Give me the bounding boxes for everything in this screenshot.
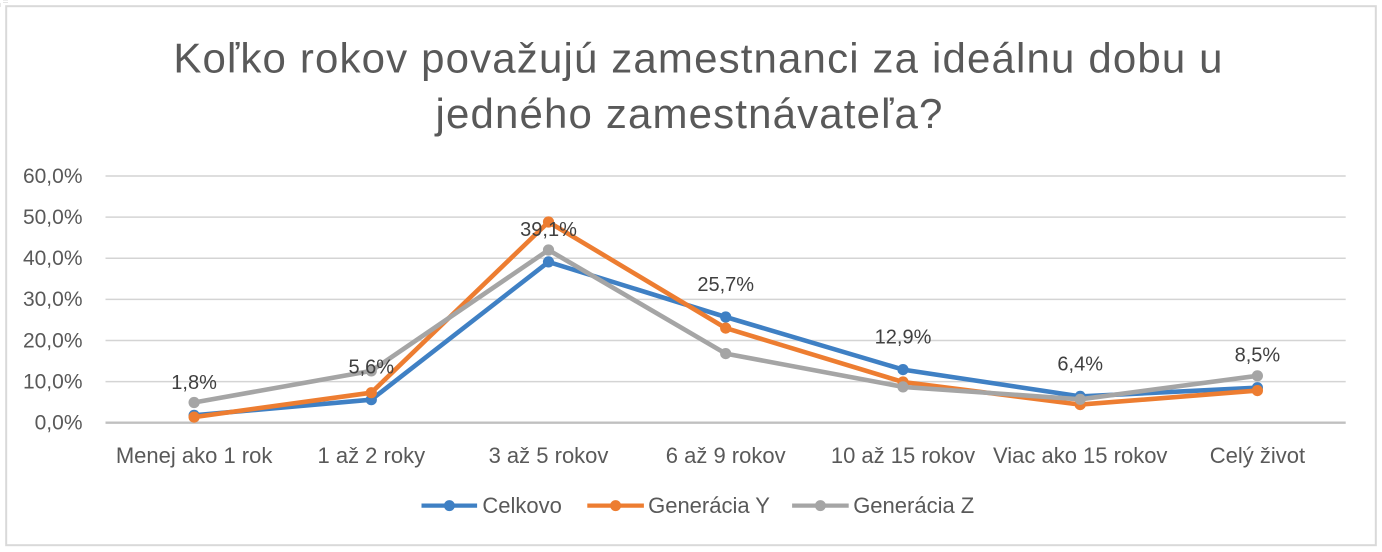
- svg-text:6,4%: 6,4%: [1057, 353, 1103, 375]
- svg-text:5,6%: 5,6%: [349, 357, 395, 379]
- svg-text:60,0%: 60,0%: [23, 165, 83, 188]
- svg-text:30,0%: 30,0%: [23, 288, 83, 311]
- svg-text:Generácia Y: Generácia Y: [648, 493, 770, 518]
- svg-text:jedného zamestnávateľa?: jedného zamestnávateľa?: [433, 90, 943, 137]
- svg-text:Celkovo: Celkovo: [482, 493, 561, 518]
- svg-text:25,7%: 25,7%: [697, 274, 754, 296]
- svg-text:Generácia Z: Generácia Z: [853, 493, 974, 518]
- svg-text:Koľko rokov považujú zamestnan: Koľko rokov považujú zamestnanci za ideá…: [173, 35, 1223, 82]
- svg-text:0,0%: 0,0%: [35, 412, 83, 435]
- svg-text:50,0%: 50,0%: [23, 206, 83, 229]
- svg-text:39,1%: 39,1%: [520, 219, 577, 241]
- svg-text:20,0%: 20,0%: [23, 329, 83, 352]
- svg-text:3 až 5 rokov: 3 až 5 rokov: [489, 443, 609, 468]
- svg-text:Celý život: Celý život: [1210, 443, 1305, 468]
- svg-text:8,5%: 8,5%: [1235, 345, 1281, 367]
- svg-text:10 až 15 rokov: 10 až 15 rokov: [831, 443, 975, 468]
- svg-text:Viac ako 15 rokov: Viac ako 15 rokov: [993, 443, 1167, 468]
- svg-text:1 až 2 roky: 1 až 2 roky: [317, 443, 425, 468]
- svg-text:6 až 9 rokov: 6 až 9 rokov: [666, 443, 786, 468]
- svg-text:12,9%: 12,9%: [875, 327, 932, 349]
- svg-text:40,0%: 40,0%: [23, 247, 83, 270]
- svg-text:1,8%: 1,8%: [171, 372, 217, 394]
- svg-text:Menej ako 1 rok: Menej ako 1 rok: [116, 443, 274, 468]
- svg-text:10,0%: 10,0%: [23, 370, 83, 393]
